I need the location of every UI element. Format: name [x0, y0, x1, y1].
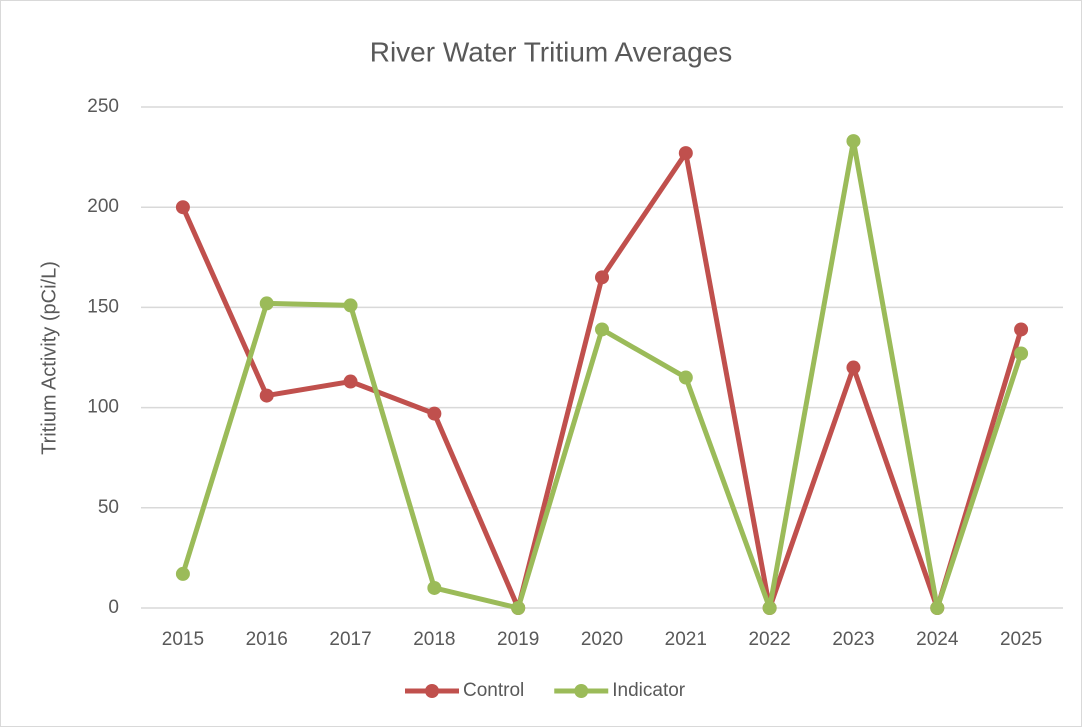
- x-tick-label: 2017: [329, 629, 371, 650]
- data-point: [762, 601, 777, 615]
- data-point: [1014, 346, 1029, 361]
- data-point: [427, 406, 442, 421]
- x-tick-label: 2022: [748, 629, 790, 650]
- data-point: [1014, 322, 1029, 337]
- x-tick-label: 2021: [665, 629, 707, 650]
- data-point: [427, 580, 442, 595]
- data-point: [343, 374, 358, 389]
- y-axis-label: Tritium Activity (pCi/L): [38, 261, 60, 455]
- y-tick-label: 250: [87, 96, 119, 117]
- x-tick-label: 2018: [413, 629, 455, 650]
- x-tick-label: 2023: [832, 629, 874, 650]
- data-point: [678, 146, 693, 161]
- data-point: [595, 270, 609, 285]
- legend-marker: [425, 684, 439, 698]
- data-point: [846, 134, 861, 149]
- data-point: [678, 370, 693, 385]
- data-point: [511, 601, 526, 615]
- x-tick-label: 2015: [162, 629, 204, 650]
- legend-marker: [574, 684, 589, 698]
- data-point: [259, 388, 274, 403]
- data-point: [343, 298, 358, 313]
- chart-title: River Water Tritium Averages: [370, 36, 733, 67]
- x-tick-label: 2025: [1000, 629, 1042, 650]
- data-point: [175, 566, 190, 581]
- data-point: [259, 296, 274, 311]
- data-point: [595, 322, 609, 337]
- legend-label: Control: [463, 680, 524, 701]
- y-tick-label: 50: [98, 497, 119, 518]
- data-point: [930, 601, 945, 615]
- y-tick-label: 150: [87, 296, 119, 317]
- y-tick-label: 200: [87, 196, 119, 217]
- data-point: [846, 360, 861, 375]
- x-tick-label: 2016: [246, 629, 288, 650]
- x-tick-label: 2020: [581, 629, 623, 650]
- x-tick-label: 2024: [916, 629, 959, 650]
- legend-label: Indicator: [612, 680, 686, 701]
- y-tick-label: 100: [87, 397, 119, 418]
- x-tick-label: 2019: [497, 629, 539, 650]
- y-tick-label: 0: [108, 597, 119, 618]
- data-point: [175, 200, 190, 215]
